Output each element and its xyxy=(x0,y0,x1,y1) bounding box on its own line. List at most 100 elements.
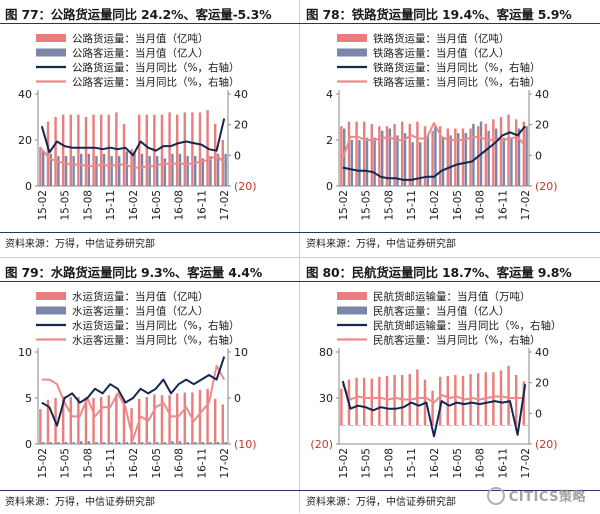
bar-series-2 xyxy=(49,153,53,186)
x-tick-label: 15-08 xyxy=(383,448,395,479)
bar-series-2 xyxy=(57,442,60,444)
x-tick-label: 16-08 xyxy=(475,448,487,479)
legend-label: 公路货运量：当月值（亿吨） xyxy=(72,32,209,45)
bar-series-1 xyxy=(378,376,381,426)
x-tick-label: 16-08 xyxy=(174,448,186,479)
legend-label: 民航货邮运输量：当月同比（%，右轴） xyxy=(373,319,561,332)
bar-series-1 xyxy=(77,397,80,444)
bar-series-1 xyxy=(54,117,57,186)
right-tick-label: 0 xyxy=(234,149,241,162)
bar-series-2 xyxy=(365,425,369,426)
bar-series-1 xyxy=(454,128,457,186)
legend-swatch xyxy=(36,48,66,57)
bar-series-2 xyxy=(80,153,83,186)
bar-series-1 xyxy=(484,123,487,186)
x-tick-label: 16-02 xyxy=(429,448,441,479)
chart-svg: 铁路货运量：当月值（亿吨） 铁路客运量：当月值（亿人）铁路货运量：当月同比（%，右… xyxy=(326,32,558,221)
chart-panel-78: 图 78：铁路货运量同比 19.4%、客运量 5.9% 铁路货运量：当月值（亿吨… xyxy=(301,0,600,256)
bar-series-2 xyxy=(502,425,506,426)
bar-series-1 xyxy=(385,126,389,186)
right-tick-label: 20 xyxy=(535,119,549,132)
x-tick-label: 17-02 xyxy=(520,190,532,221)
bar-series-2 xyxy=(441,425,445,426)
legend-swatch xyxy=(36,34,66,42)
bar-series-2 xyxy=(350,140,354,186)
bar-series-1 xyxy=(499,370,503,426)
legend-label: 水运货运量：当月值（亿吨） xyxy=(72,290,209,303)
bar-series-1 xyxy=(198,389,202,444)
bar-series-2 xyxy=(171,153,174,186)
bar-series-2 xyxy=(209,156,212,186)
bar-series-2 xyxy=(224,442,227,444)
bar-series-1 xyxy=(378,126,381,186)
bar-series-2 xyxy=(42,442,45,444)
bar-series-1 xyxy=(461,375,465,426)
bar-series-2 xyxy=(216,153,220,186)
line-series-4 xyxy=(341,122,526,159)
bar-series-2 xyxy=(358,425,361,426)
x-tick-label: 17-02 xyxy=(520,448,532,479)
right-tick-label: (20) xyxy=(535,180,558,193)
bar-series-2 xyxy=(502,137,506,186)
bar-series-2 xyxy=(80,441,83,444)
legend-label: 铁路货运量：当月值（亿吨） xyxy=(373,32,510,45)
bar-series-2 xyxy=(388,128,392,186)
bar-series-2 xyxy=(186,442,189,444)
bar-series-2 xyxy=(57,156,60,186)
right-tick-label: 0 xyxy=(535,149,542,162)
chart-title: 图 79：水路货运量同比 9.3%、客运量 4.4% xyxy=(0,262,563,282)
bar-series-1 xyxy=(400,375,404,426)
bar-series-2 xyxy=(487,425,490,426)
bar-series-1 xyxy=(522,381,525,426)
bar-series-2 xyxy=(434,126,437,186)
source-note: 资料来源：万得，中信证券研究部 xyxy=(301,232,600,250)
bar-series-2 xyxy=(87,153,91,186)
bar-series-1 xyxy=(469,128,472,186)
chart-panel-77: 图 77：公路货运量同比 24.2%、客运量-5.3% 公路货运量：当月值（亿吨… xyxy=(0,0,573,256)
bar-series-2 xyxy=(163,442,167,444)
x-tick-label: 15-02 xyxy=(338,448,350,479)
bar-series-2 xyxy=(87,441,91,444)
bar-series-2 xyxy=(148,442,151,444)
bar-series-2 xyxy=(419,425,422,426)
bar-series-1 xyxy=(438,376,442,426)
bar-series-2 xyxy=(64,442,68,444)
bar-series-2 xyxy=(381,425,384,426)
left-tick-label: 0 xyxy=(25,180,32,193)
bar-series-2 xyxy=(403,425,407,426)
bar-series-1 xyxy=(446,375,449,426)
left-tick-label: 20 xyxy=(18,134,32,147)
legend-label: 水运货运量：当月同比（%，右轴） xyxy=(72,319,239,332)
chart-title: 图 80：民航货运量同比 18.7%、客运量 9.8% xyxy=(301,262,600,282)
x-tick-label: 16-08 xyxy=(475,190,487,221)
bar-series-2 xyxy=(102,153,106,186)
bar-series-2 xyxy=(472,123,475,186)
x-tick-label: 16-05 xyxy=(452,448,464,479)
bar-series-1 xyxy=(423,126,427,186)
bar-series-1 xyxy=(431,390,434,426)
bar-series-2 xyxy=(133,442,136,444)
bar-series-2 xyxy=(449,425,452,426)
bar-series-2 xyxy=(396,135,399,186)
bar-series-2 xyxy=(140,442,144,444)
bar-series-2 xyxy=(133,151,136,186)
bar-series-2 xyxy=(419,142,422,186)
x-tick-label: 15-05 xyxy=(361,448,373,479)
bar-series-2 xyxy=(49,442,53,444)
chart-title: 图 78：铁路货运量同比 19.4%、客运量 5.9% xyxy=(301,4,600,24)
bar-series-2 xyxy=(479,425,483,426)
left-tick-label: 2 xyxy=(326,134,333,147)
bar-series-2 xyxy=(495,128,498,186)
bar-series-1 xyxy=(84,397,88,444)
right-tick-label: 20 xyxy=(234,119,248,132)
bar-series-2 xyxy=(201,158,205,186)
line-series-3 xyxy=(342,125,526,181)
bar-series-1 xyxy=(370,378,373,426)
x-tick-label: 15-08 xyxy=(82,190,94,221)
legend-swatch xyxy=(337,34,367,42)
bar-series-1 xyxy=(153,394,156,444)
x-tick-label: 15-02 xyxy=(37,190,49,221)
right-tick-label: 0 xyxy=(535,407,542,420)
bar-series-2 xyxy=(95,442,98,444)
bar-series-2 xyxy=(125,442,129,444)
